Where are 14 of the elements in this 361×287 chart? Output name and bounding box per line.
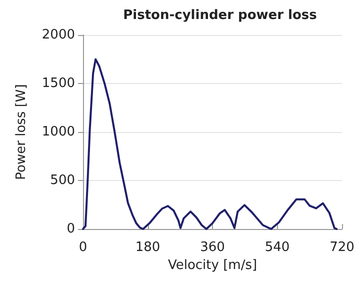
x-axis-title: Velocity [m/s] <box>168 258 258 273</box>
y-tick-label: 1500 <box>42 76 75 91</box>
y-tick-label: 0 <box>66 222 75 236</box>
y-axis-title: Power loss [W] <box>14 84 29 180</box>
chart-title: Piston-cylinder power loss <box>123 8 318 23</box>
x-tick-label: 0 <box>78 240 88 255</box>
x-tick-label: 720 <box>330 240 354 255</box>
y-tick-label: 1000 <box>42 124 75 140</box>
y-tick-label: 500 <box>50 173 75 188</box>
x-tick-label: 180 <box>135 240 160 255</box>
x-tick-label: 360 <box>200 240 225 255</box>
line-series <box>82 58 338 230</box>
y-tick-label: 2000 <box>42 28 75 42</box>
x-tick-label: 540 <box>264 240 290 255</box>
